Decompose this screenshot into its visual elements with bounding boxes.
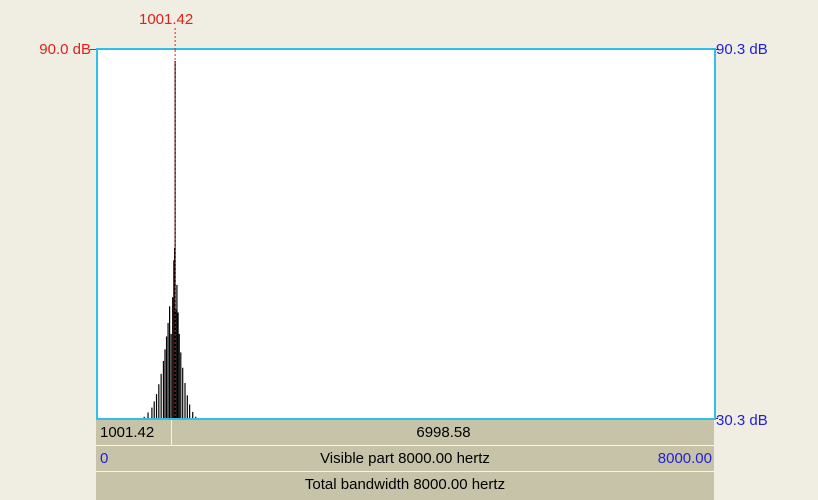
- total-bandwidth-bar[interactable]: Total bandwidth 8000.00 hertz: [96, 472, 714, 500]
- spectrum-lines: [143, 61, 197, 418]
- cursor-line-top: [174, 28, 176, 50]
- visible-part-bar[interactable]: Visible part 8000.00 hertz 0 8000.00: [96, 446, 714, 472]
- visible-start-value: 0: [100, 450, 109, 467]
- right-top-db-label: 90.3 dB: [716, 41, 768, 58]
- right-bottom-db-label: 30.3 dB: [716, 412, 768, 429]
- visible-end-value: 8000.00: [657, 450, 712, 467]
- left-top-db-label: 90.0 dB: [39, 41, 91, 58]
- range-left-value[interactable]: 1001.42: [96, 420, 172, 445]
- visible-part-label: Visible part 8000.00 hertz: [320, 450, 490, 467]
- range-right-value[interactable]: 6998.58: [416, 424, 471, 441]
- spectrum-svg[interactable]: [98, 50, 714, 418]
- selection-range-bar[interactable]: 1001.42 6998.58: [96, 420, 714, 446]
- cursor-frequency-label: 1001.42: [139, 11, 194, 28]
- spectrum-plot[interactable]: [96, 48, 716, 420]
- left-top-tick: [90, 49, 96, 50]
